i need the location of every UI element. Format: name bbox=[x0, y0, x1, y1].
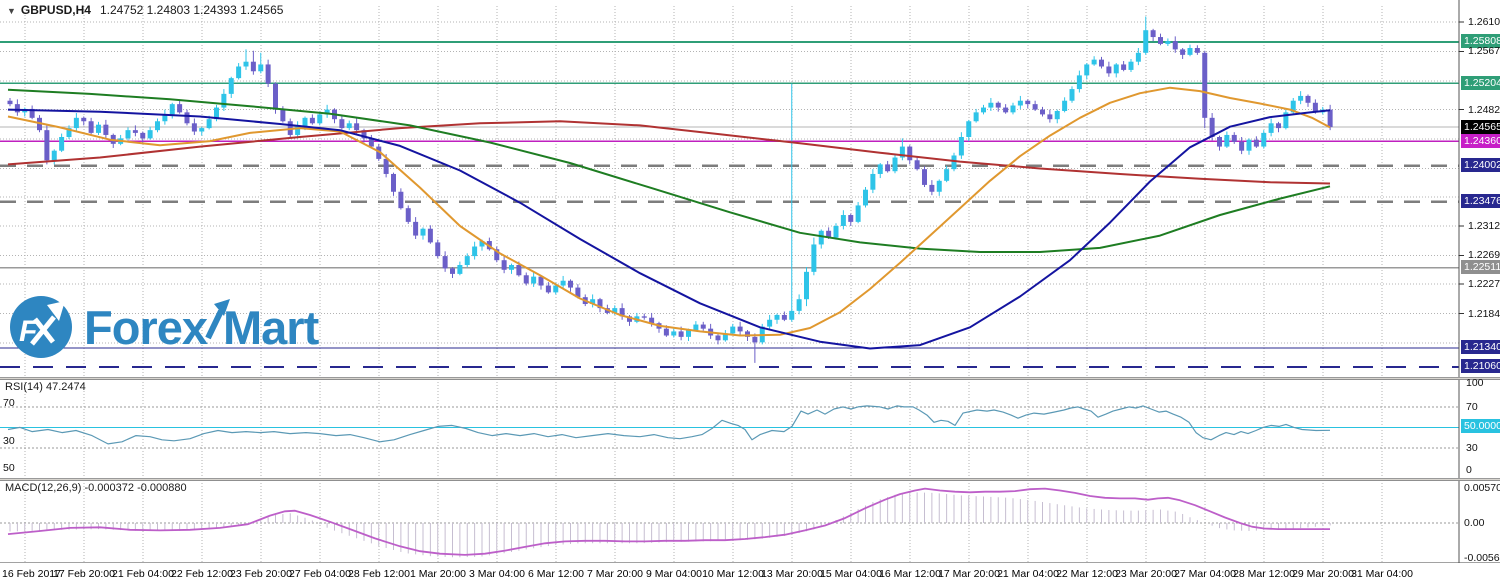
time-axis[interactable] bbox=[0, 563, 1500, 585]
logo-text-forex: Forex bbox=[84, 301, 208, 354]
chart-ohlc-header: ▼ GBPUSD,H4 1.24752 1.24803 1.24393 1.2456… bbox=[7, 3, 283, 17]
macd-header: MACD(12,26,9) -0.000372 -0.000880 bbox=[5, 482, 187, 494]
price-axis[interactable] bbox=[1460, 0, 1500, 563]
ma-fast-orange bbox=[7, 86, 1331, 337]
ma-mid-navy bbox=[7, 108, 1331, 350]
macd-panel-separator[interactable] bbox=[0, 478, 1500, 481]
logo-arrow-icon bbox=[205, 299, 230, 340]
logo-wordmark: Forex Mart bbox=[84, 299, 319, 355]
symbol-dropdown-icon[interactable]: ▼ bbox=[7, 6, 16, 16]
logo-text-mart: Mart bbox=[223, 301, 319, 354]
forexmart-logo: F Forex Mart bbox=[8, 294, 319, 360]
ma-slow-green bbox=[7, 88, 1331, 253]
rsi-panel-separator[interactable] bbox=[0, 377, 1500, 380]
ohlc-values: 1.24752 1.24803 1.24393 1.24565 bbox=[99, 3, 284, 17]
rsi-line bbox=[7, 405, 1331, 445]
symbol-label: GBPUSD,H4 bbox=[20, 3, 91, 17]
ma-slow-red bbox=[7, 120, 1331, 185]
rsi-header: RSI(14) 47.2474 bbox=[5, 381, 86, 393]
chart-canvas[interactable] bbox=[0, 0, 1500, 563]
fx-logo-icon: F bbox=[8, 294, 74, 360]
macd-signal-line bbox=[7, 487, 1330, 556]
